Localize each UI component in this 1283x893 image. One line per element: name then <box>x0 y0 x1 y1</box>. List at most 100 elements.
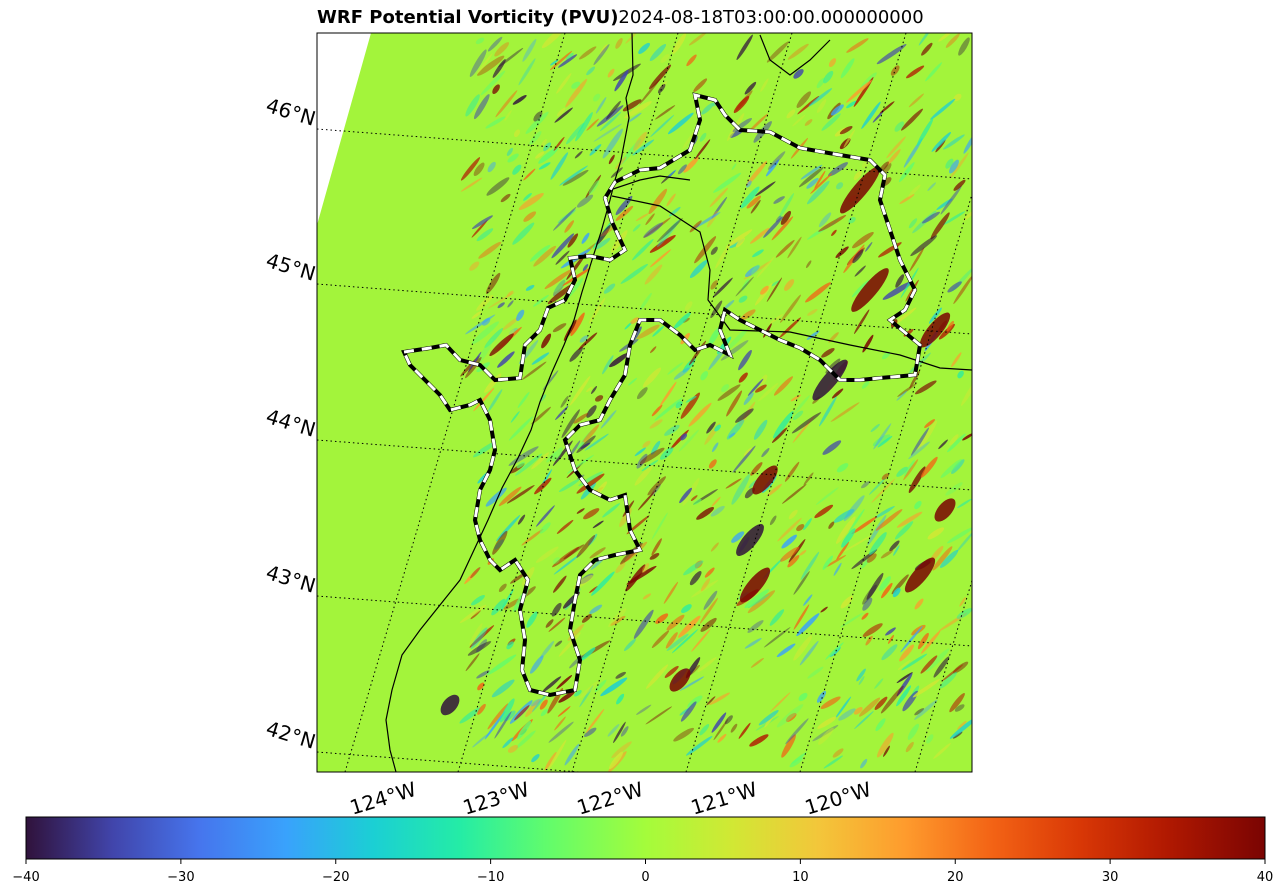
pv-streak <box>840 58 855 79</box>
pv-streak <box>933 742 951 759</box>
pv-streak <box>553 277 568 293</box>
pv-streak <box>815 487 839 505</box>
pv-streak <box>905 741 914 753</box>
pv-streak <box>881 582 893 599</box>
pv-field-background <box>317 33 972 772</box>
pv-streak <box>679 487 693 504</box>
pv-streak <box>642 440 651 448</box>
pv-streak <box>736 34 753 60</box>
pv-streak <box>529 244 551 262</box>
pv-streak <box>512 222 535 245</box>
pv-streak <box>500 193 511 203</box>
pv-streak <box>893 545 900 556</box>
pv-streak <box>666 614 685 631</box>
pv-streak <box>796 613 820 637</box>
pv-streak <box>861 612 869 620</box>
pv-streak <box>571 81 581 89</box>
pv-streak <box>579 680 600 699</box>
pv-streak <box>791 752 807 765</box>
pv-streak <box>814 170 826 189</box>
pv-streak <box>470 627 488 649</box>
pv-streak <box>862 597 873 611</box>
pv-streak <box>827 162 849 177</box>
pv-streak <box>873 423 892 450</box>
pv-streak <box>515 453 543 476</box>
pv-streak <box>951 459 965 474</box>
pv-streak <box>858 676 865 685</box>
pv-streak <box>728 432 736 438</box>
pv-streak <box>586 118 599 131</box>
pv-streak <box>821 348 835 358</box>
pv-streak <box>910 427 930 456</box>
pv-streak <box>766 41 789 63</box>
pv-streak <box>885 627 896 636</box>
pv-streak <box>613 721 626 744</box>
pv-streak <box>562 169 589 186</box>
pv-streak <box>469 49 487 77</box>
pv-streak <box>947 281 962 293</box>
pv-streak <box>602 355 614 375</box>
pv-streak <box>770 692 791 712</box>
pv-streak <box>472 215 493 230</box>
pv-streak <box>521 361 547 381</box>
pv-streak <box>700 578 711 592</box>
pv-streak <box>570 312 585 337</box>
pv-streak <box>793 635 813 661</box>
colorbar-tick-label: 0 <box>641 870 649 885</box>
pv-streak <box>767 483 782 497</box>
pv-streak <box>899 644 915 662</box>
pv-streak <box>693 78 708 92</box>
pv-streak <box>628 377 638 386</box>
pv-streak <box>818 727 834 745</box>
parallel-line <box>317 128 972 180</box>
pv-streak <box>550 152 569 180</box>
pv-streak <box>933 656 950 678</box>
pv-streak <box>679 676 705 691</box>
pv-streak <box>671 629 699 654</box>
pv-streak <box>796 91 812 109</box>
pv-streak <box>664 665 679 678</box>
pv-streak <box>896 511 923 528</box>
pv-streak <box>713 172 742 193</box>
pv-streak <box>821 113 841 131</box>
pv-streak <box>760 78 769 92</box>
pv-streak <box>767 151 786 170</box>
pv-streak <box>732 445 756 473</box>
parallel-line <box>317 595 972 647</box>
pv-streak <box>947 433 966 453</box>
pv-streak <box>806 180 830 205</box>
pv-streak <box>866 553 877 563</box>
pv-streak <box>712 277 733 298</box>
pv-streak <box>949 716 972 739</box>
pv-streak <box>740 186 760 209</box>
pv-streak <box>667 362 684 375</box>
map-panel <box>316 32 973 773</box>
pv-streak <box>690 495 698 502</box>
pv-streak <box>942 211 966 226</box>
pv-streak <box>896 673 913 697</box>
pv-streak <box>835 516 856 544</box>
pv-streak <box>818 212 832 228</box>
pv-streak <box>576 508 585 514</box>
pv-streak <box>833 509 855 523</box>
pv-streak <box>824 555 847 568</box>
pv-streak <box>610 615 626 626</box>
pv-streak <box>701 102 714 115</box>
pv-streak <box>497 302 505 309</box>
pv-streak <box>599 111 622 132</box>
pv-streak <box>957 498 972 509</box>
pv-streak <box>779 317 802 339</box>
pv-streak <box>540 640 555 659</box>
pv-streak <box>576 473 605 494</box>
graticule-lines <box>317 33 972 772</box>
pv-streak <box>521 566 535 586</box>
pv-streak <box>805 282 831 303</box>
pv-streak <box>761 448 770 458</box>
pv-streak <box>502 317 520 331</box>
pv-streak <box>460 157 481 181</box>
pv-streak <box>473 94 490 120</box>
pv-streak <box>785 718 809 745</box>
pv-streak <box>522 38 537 62</box>
pv-streak <box>954 704 965 712</box>
pv-streak <box>730 723 738 733</box>
